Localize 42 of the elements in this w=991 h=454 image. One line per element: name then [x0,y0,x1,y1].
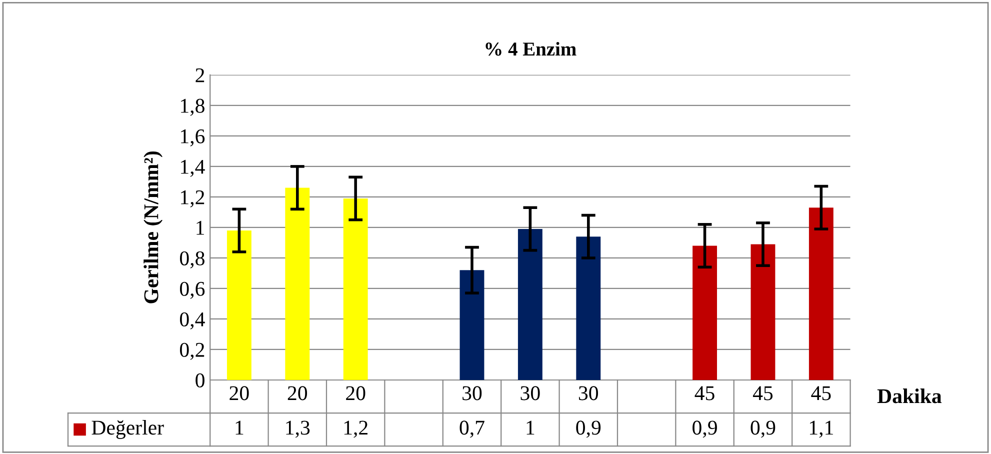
y-tick-label: 1,4 [181,160,205,177]
data-label: 0,9 [750,420,776,438]
bar [343,198,368,380]
x-tick-label: 30 [462,386,482,400]
data-label: 1,1 [810,420,833,438]
y-tick-label: 1,2 [181,190,204,208]
x-tick-label: 45 [811,386,831,400]
data-label: 0,9 [576,420,601,438]
bar [808,208,834,380]
chart-title: % 4 Enzim [486,42,576,56]
y-tick-label: 0,6 [180,282,205,299]
x-tick-label: 30 [520,386,540,400]
y-tick-label: 0,4 [180,312,205,330]
bar [692,246,718,380]
y-tick-label: 0,8 [180,251,204,268]
y-tick-label: 0 [196,373,204,388]
y-tick-label: 2 [196,68,204,82]
x-tick-label: 30 [578,386,598,400]
data-label: 1,2 [344,420,368,438]
y-tick-label: 0,2 [180,342,204,360]
y-tick-label: 1,6 [181,129,205,146]
bar [750,244,776,380]
bar [518,228,542,380]
x-tick-label: 45 [694,386,714,400]
x-tick-label: 20 [230,386,249,400]
bar [285,188,310,380]
data-label: 1,3 [286,420,310,438]
x-axis-title: Dakika [877,388,942,404]
bar [576,236,601,380]
y-tick-label: 1,8 [181,98,204,116]
data-label: 0,9 [692,420,717,438]
data-label: 0,7 [460,420,484,438]
x-tick-label: 20 [346,386,366,400]
x-tick-label: 45 [752,386,773,400]
bar [226,230,252,380]
data-label: 1 [236,420,244,435]
x-tick-label: 20 [288,386,308,400]
data-label: 1 [526,420,534,435]
y-axis-title: Gerilme (N/mm²) [144,151,163,304]
legend-label: Değerler [92,420,164,439]
bar [460,270,484,380]
y-tick-label: 1 [196,220,204,235]
